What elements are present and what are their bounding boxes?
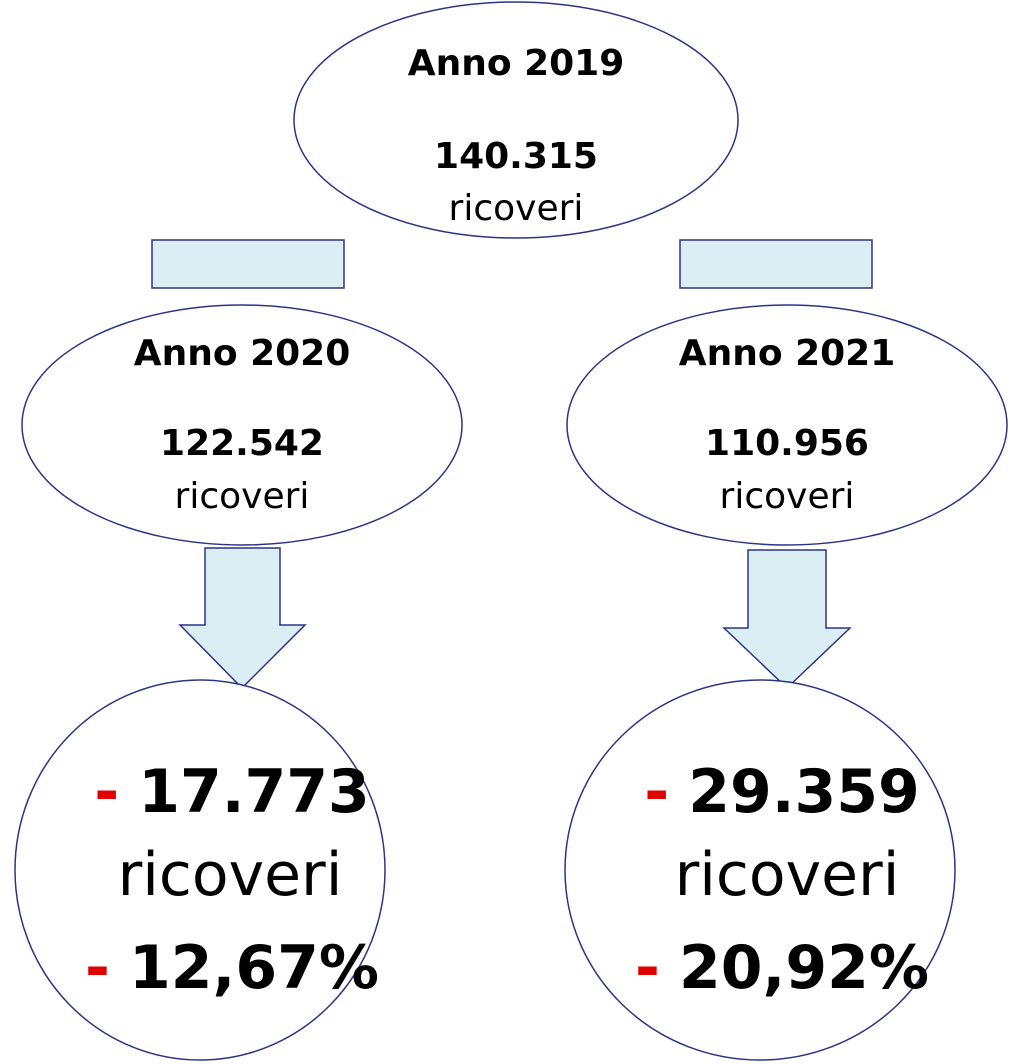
count-label: 140.315 bbox=[434, 136, 598, 177]
result-ellipse bbox=[14, 679, 386, 1061]
unit-label: ricoveri bbox=[449, 188, 584, 229]
minus-sign: - bbox=[635, 933, 660, 1003]
connector-box bbox=[151, 239, 345, 289]
unit-label: ricoveri bbox=[675, 840, 900, 910]
node-ellipse bbox=[566, 304, 1008, 546]
node-ellipse bbox=[293, 1, 739, 239]
minus-sign: - bbox=[94, 757, 119, 827]
unit-label: ricoveri bbox=[175, 476, 310, 517]
change-line: - 17.773 bbox=[94, 757, 370, 827]
change-count: 29.359 bbox=[688, 757, 920, 827]
minus-sign: - bbox=[85, 933, 110, 1003]
year-label: Anno 2020 bbox=[134, 333, 351, 374]
year-label: Anno 2019 bbox=[408, 43, 625, 84]
down-arrow bbox=[178, 547, 307, 690]
connector-box bbox=[679, 239, 873, 289]
unit-label: ricoveri bbox=[720, 476, 855, 517]
count-label: 110.956 bbox=[705, 423, 869, 464]
result-ellipse bbox=[564, 679, 956, 1061]
pct-line: - 20,92% bbox=[635, 933, 929, 1003]
count-label: 122.542 bbox=[160, 423, 324, 464]
change-pct: 12,67% bbox=[129, 933, 379, 1003]
change-count: 17.773 bbox=[138, 757, 370, 827]
change-line: - 29.359 bbox=[644, 757, 920, 827]
down-arrow bbox=[722, 549, 852, 690]
year-label: Anno 2021 bbox=[679, 333, 896, 374]
node-ellipse bbox=[21, 304, 463, 546]
pct-line: - 12,67% bbox=[85, 933, 379, 1003]
unit-label: ricoveri bbox=[118, 840, 343, 910]
minus-sign: - bbox=[644, 757, 669, 827]
change-pct: 20,92% bbox=[679, 933, 929, 1003]
